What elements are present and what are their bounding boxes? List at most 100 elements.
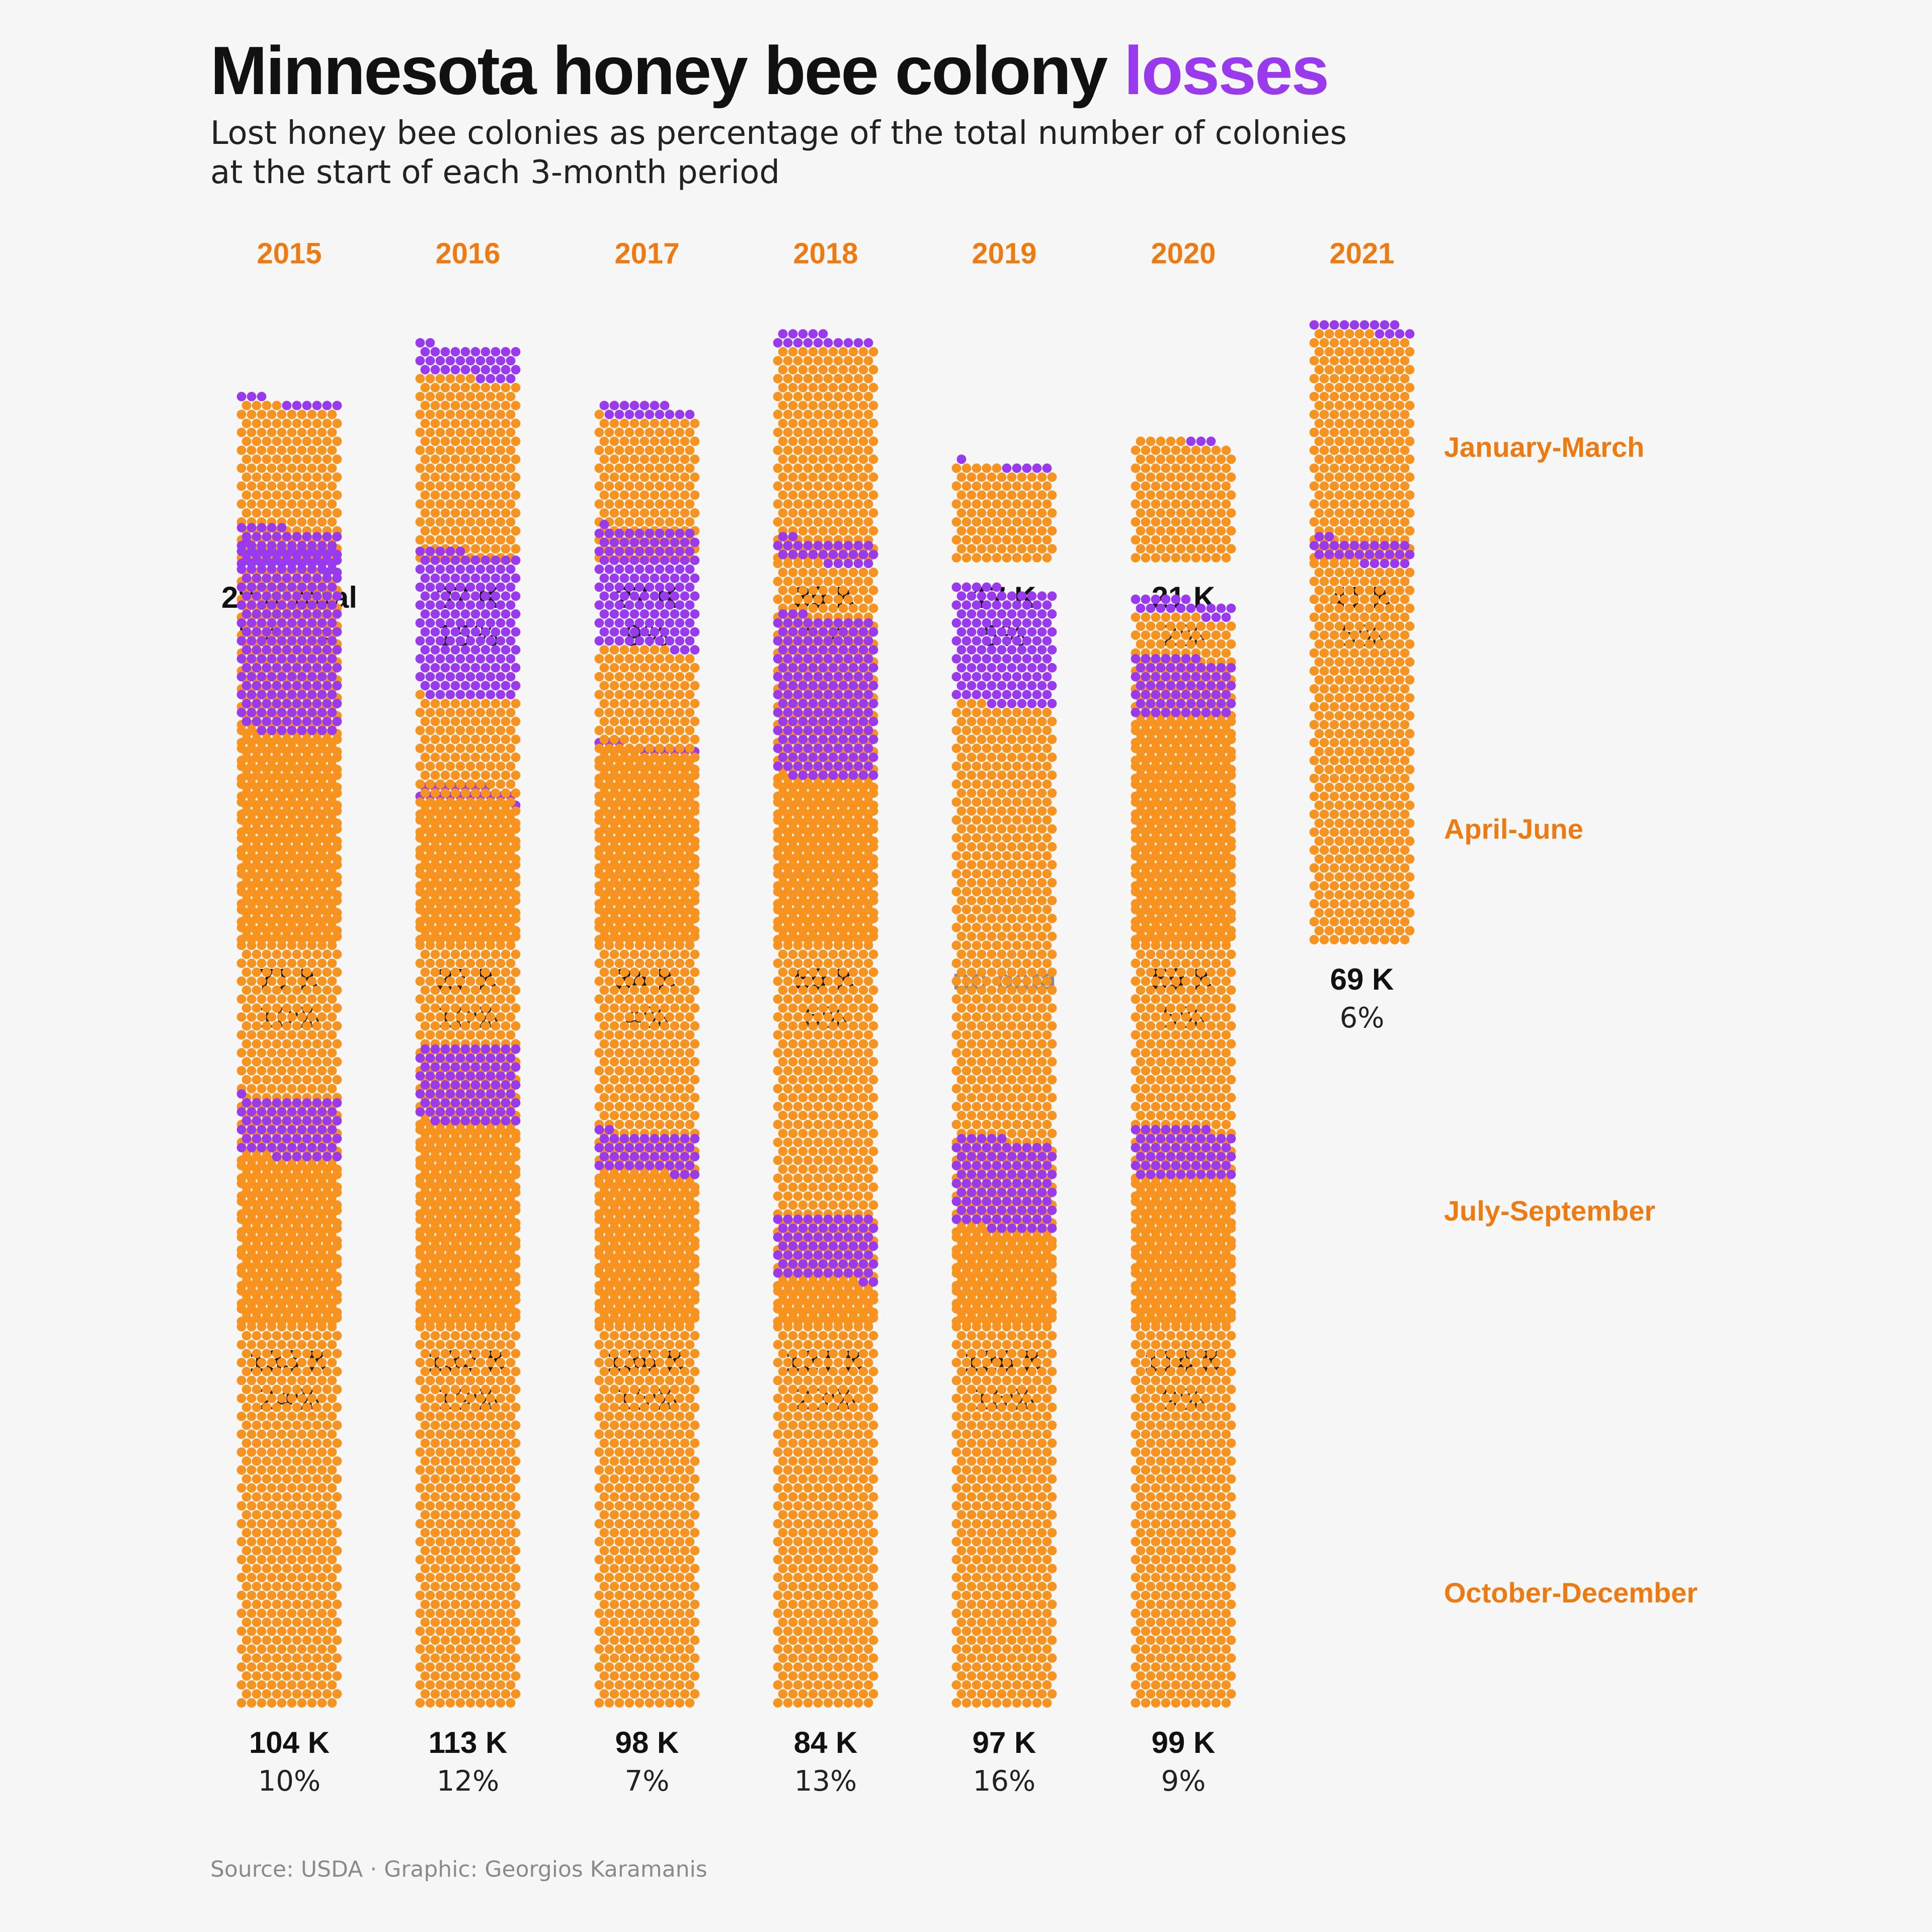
- lost-colony-dot: [282, 645, 292, 655]
- kept-colony-dot: [272, 1039, 282, 1049]
- kept-colony-dot: [843, 374, 853, 383]
- kept-colony-dot: [317, 445, 327, 455]
- kept-colony-dot: [1012, 499, 1022, 509]
- lost-colony-dot: [327, 636, 337, 646]
- kept-colony-dot: [506, 410, 516, 420]
- kept-colony-dot: [803, 410, 813, 420]
- lost-colony-dot: [332, 645, 342, 655]
- kept-colony-dot: [1309, 827, 1319, 837]
- kept-colony-dot: [803, 558, 813, 569]
- kept-colony-dot: [1032, 553, 1042, 562]
- kept-colony-dot: [506, 976, 516, 986]
- kept-colony-dot: [282, 436, 292, 446]
- kept-colony-dot: [1344, 926, 1354, 936]
- lost-colony-dot: [312, 573, 322, 583]
- lost-colony-dot: [501, 347, 511, 357]
- kept-colony-dot: [1191, 517, 1201, 527]
- kept-colony-dot: [430, 454, 440, 464]
- lost-colony-dot: [1156, 603, 1166, 613]
- kept-colony-dot: [1334, 747, 1344, 757]
- kept-colony-dot: [1375, 508, 1385, 518]
- kept-colony-dot: [312, 878, 322, 888]
- kept-colony-dot: [307, 1048, 317, 1058]
- kept-colony-dot: [1319, 428, 1329, 437]
- kept-colony-dot: [475, 1030, 486, 1040]
- lost-colony-dot: [252, 555, 262, 565]
- kept-colony-dot: [242, 770, 252, 780]
- kept-colony-dot: [252, 1039, 262, 1049]
- kept-colony-dot: [1359, 445, 1370, 455]
- kept-colony-dot: [252, 436, 262, 446]
- kept-colony-dot: [1349, 338, 1359, 348]
- lost-colony-dot: [302, 532, 312, 541]
- lost-colony-dot: [322, 699, 332, 708]
- kept-colony-dot: [680, 454, 690, 464]
- kept-colony-dot: [1385, 908, 1395, 918]
- kept-colony-dot: [415, 905, 425, 915]
- kept-colony-dot: [475, 428, 486, 437]
- kept-colony-dot: [1364, 472, 1375, 482]
- kept-colony-dot: [236, 851, 247, 861]
- kept-colony-dot: [470, 383, 480, 392]
- kept-colony-dot: [992, 535, 1002, 545]
- kept-colony-dot: [1380, 666, 1390, 676]
- kept-colony-dot: [848, 383, 858, 392]
- lost-colony-dot: [242, 663, 252, 673]
- kept-colony-dot: [833, 428, 843, 437]
- kept-colony-dot: [1380, 917, 1390, 927]
- kept-colony-dot: [465, 994, 475, 1004]
- kept-colony-dot: [1027, 508, 1037, 518]
- lost-colony-dot: [262, 663, 272, 673]
- kept-colony-dot: [1334, 383, 1344, 392]
- kept-colony-dot: [257, 463, 267, 473]
- lost-colony-dot: [1339, 320, 1349, 330]
- kept-colony-dot: [1017, 544, 1027, 554]
- kept-colony-dot: [332, 735, 342, 744]
- lost-colony-dot: [252, 532, 262, 541]
- kept-colony-dot: [1359, 935, 1370, 944]
- kept-colony-dot: [242, 400, 252, 411]
- kept-colony-dot: [491, 436, 501, 446]
- kept-colony-dot: [317, 463, 327, 473]
- kept-colony-dot: [1314, 568, 1324, 578]
- kept-colony-dot: [242, 1057, 252, 1067]
- kept-colony-dot: [1400, 648, 1410, 658]
- kept-colony-dot: [1309, 577, 1319, 586]
- kept-colony-dot: [307, 1066, 317, 1076]
- lost-colony-dot: [808, 549, 818, 559]
- lost-colony-dot: [425, 338, 435, 348]
- kept-colony-dot: [1027, 472, 1037, 482]
- kept-colony-dot: [1370, 684, 1380, 694]
- kept-colony-dot: [1395, 836, 1405, 846]
- kept-colony-dot: [1181, 481, 1191, 491]
- lost-colony-dot: [1196, 603, 1206, 613]
- lost-colony-dot: [848, 549, 858, 559]
- lost-colony-dot: [1400, 558, 1410, 569]
- kept-colony-dot: [783, 410, 793, 420]
- kept-colony-dot: [1375, 639, 1385, 649]
- lost-colony-dot: [327, 600, 337, 610]
- kept-colony-dot: [594, 445, 604, 455]
- lost-colony-dot: [1380, 541, 1390, 550]
- kept-colony-dot: [1171, 481, 1181, 491]
- year-label-2019: 2019: [972, 237, 1036, 270]
- lost-colony-dot: [506, 374, 516, 383]
- kept-colony-dot: [858, 472, 868, 482]
- kept-colony-dot: [1166, 490, 1176, 500]
- kept-colony-dot: [1334, 693, 1344, 703]
- kept-colony-dot: [972, 481, 982, 491]
- kept-colony-dot: [445, 374, 455, 383]
- lost-colony-dot: [322, 555, 332, 565]
- kept-colony-dot: [332, 436, 342, 446]
- kept-colony-dot: [262, 770, 272, 780]
- kept-colony-dot: [1309, 338, 1319, 348]
- kept-colony-dot: [798, 454, 808, 464]
- kept-colony-dot: [863, 517, 873, 527]
- kept-colony-dot: [327, 481, 337, 491]
- kept-colony-dot: [312, 419, 322, 428]
- kept-colony-dot: [624, 499, 634, 509]
- kept-colony-dot: [1390, 810, 1400, 819]
- kept-colony-dot: [1309, 428, 1319, 437]
- kept-colony-dot: [675, 517, 685, 527]
- kept-colony-dot: [267, 744, 277, 753]
